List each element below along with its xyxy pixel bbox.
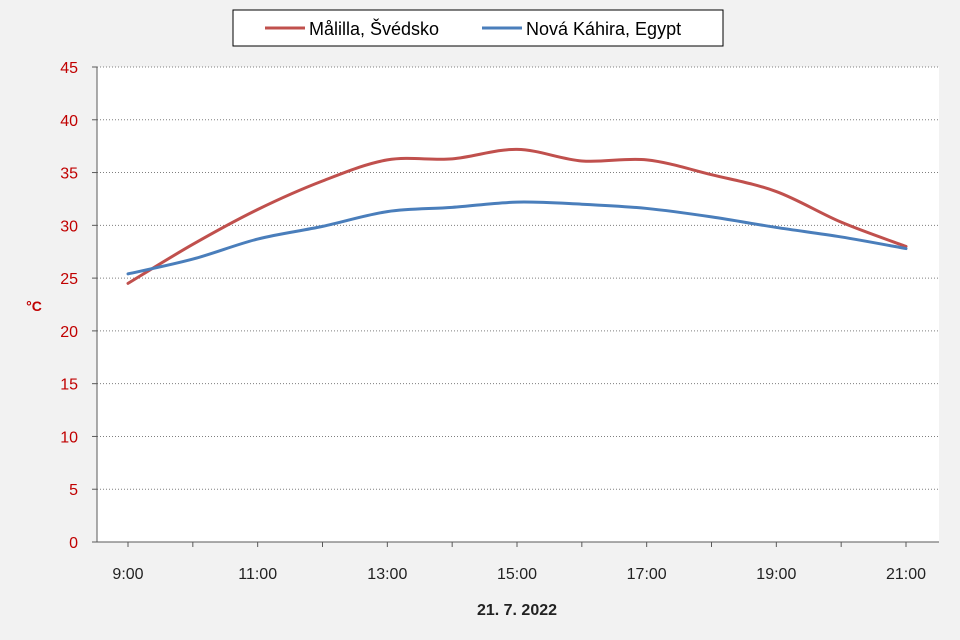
series-line-nova-kahira xyxy=(126,200,908,276)
x-tick-label: 21:00 xyxy=(886,566,926,583)
series-lines xyxy=(126,147,908,285)
legend-box xyxy=(232,9,724,47)
x-axis-label: 21. 7. 2022 xyxy=(477,602,557,619)
y-axis-label: °C xyxy=(26,298,42,314)
x-tick-label: 15:00 xyxy=(497,566,537,583)
series-line-malilla xyxy=(126,147,908,285)
legend-label-malilla: Målilla, Švédsko xyxy=(309,18,439,39)
legend: Målilla, Švédsko Nová Káhira, Egypt xyxy=(232,9,724,47)
x-tick-label: 13:00 xyxy=(367,566,407,583)
y-tick-labels: 0 5 10 15 20 25 30 35 40 45 xyxy=(60,60,97,552)
y-tick-label: 0 xyxy=(69,535,78,552)
y-tick-label: 35 xyxy=(60,166,78,183)
y-tick-label: 25 xyxy=(60,271,78,288)
x-tick-labels: 9:00 11:00 13:00 15:00 17:00 19:00 21:00 xyxy=(112,542,926,583)
x-tick-label: 9:00 xyxy=(112,566,143,583)
y-tick-label: 15 xyxy=(60,377,78,394)
legend-label-nova-kahira: Nová Káhira, Egypt xyxy=(526,19,681,39)
x-tick-label: 17:00 xyxy=(627,566,667,583)
y-tick-label: 20 xyxy=(60,324,78,341)
y-tick-label: 45 xyxy=(60,60,78,77)
y-tick-label: 5 xyxy=(69,482,78,499)
y-tick-label: 30 xyxy=(60,218,78,235)
y-tick-label: 10 xyxy=(60,429,78,446)
x-tick-label: 11:00 xyxy=(238,566,277,583)
y-tick-label: 40 xyxy=(60,113,78,130)
x-tick-label: 19:00 xyxy=(756,566,796,583)
gridlines xyxy=(97,66,939,490)
plot-area xyxy=(97,67,939,542)
